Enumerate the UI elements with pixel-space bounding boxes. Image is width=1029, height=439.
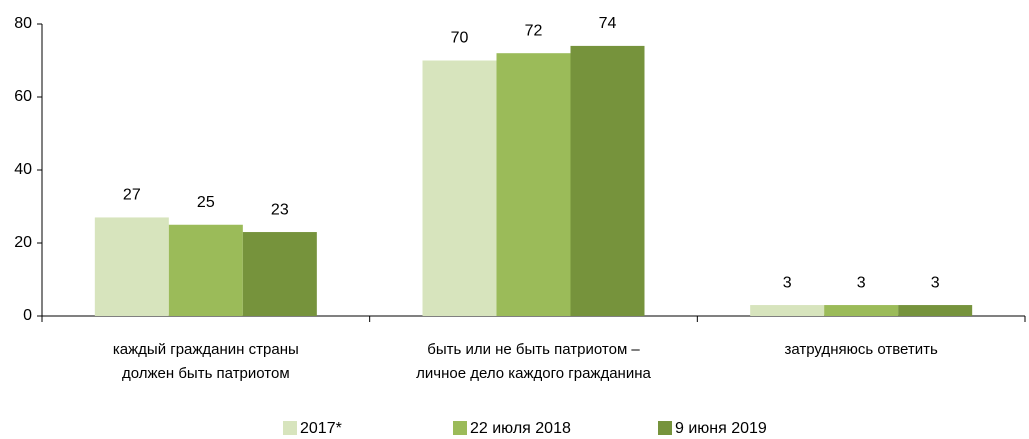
legend-swatch	[453, 421, 467, 435]
bar	[750, 305, 825, 316]
data-label: 3	[783, 274, 792, 291]
bar	[168, 224, 243, 316]
legend-swatch	[658, 421, 672, 435]
data-label: 3	[857, 274, 866, 291]
y-tick-label: 20	[14, 234, 32, 251]
data-label: 74	[599, 15, 617, 32]
bar	[898, 305, 973, 316]
y-tick-label: 0	[23, 307, 32, 324]
data-label: 70	[451, 30, 469, 47]
bar	[242, 232, 317, 316]
data-label: 3	[931, 274, 940, 291]
bar	[422, 60, 497, 316]
y-tick-label: 60	[14, 88, 32, 105]
bar	[570, 45, 645, 317]
bar	[94, 217, 169, 316]
y-tick-label: 40	[14, 161, 32, 178]
bar	[824, 305, 899, 316]
data-label: 23	[271, 201, 289, 218]
data-label: 72	[525, 22, 543, 39]
x-tick-label: затрудняюсь ответить	[784, 341, 938, 358]
data-label: 25	[197, 194, 215, 211]
x-tick-label: каждый гражданин страны должен быть патр…	[112, 341, 299, 382]
legend-label: 9 июня 2019	[675, 420, 767, 437]
y-tick-label: 80	[14, 15, 32, 32]
bar	[496, 53, 571, 316]
data-label: 27	[123, 187, 141, 204]
legend-label: 2017*	[300, 420, 342, 437]
legend-label: 22 июля 2018	[470, 420, 571, 437]
x-tick-label: быть или не быть патриотом – личное дело…	[416, 341, 651, 382]
legend-swatch	[283, 421, 297, 435]
